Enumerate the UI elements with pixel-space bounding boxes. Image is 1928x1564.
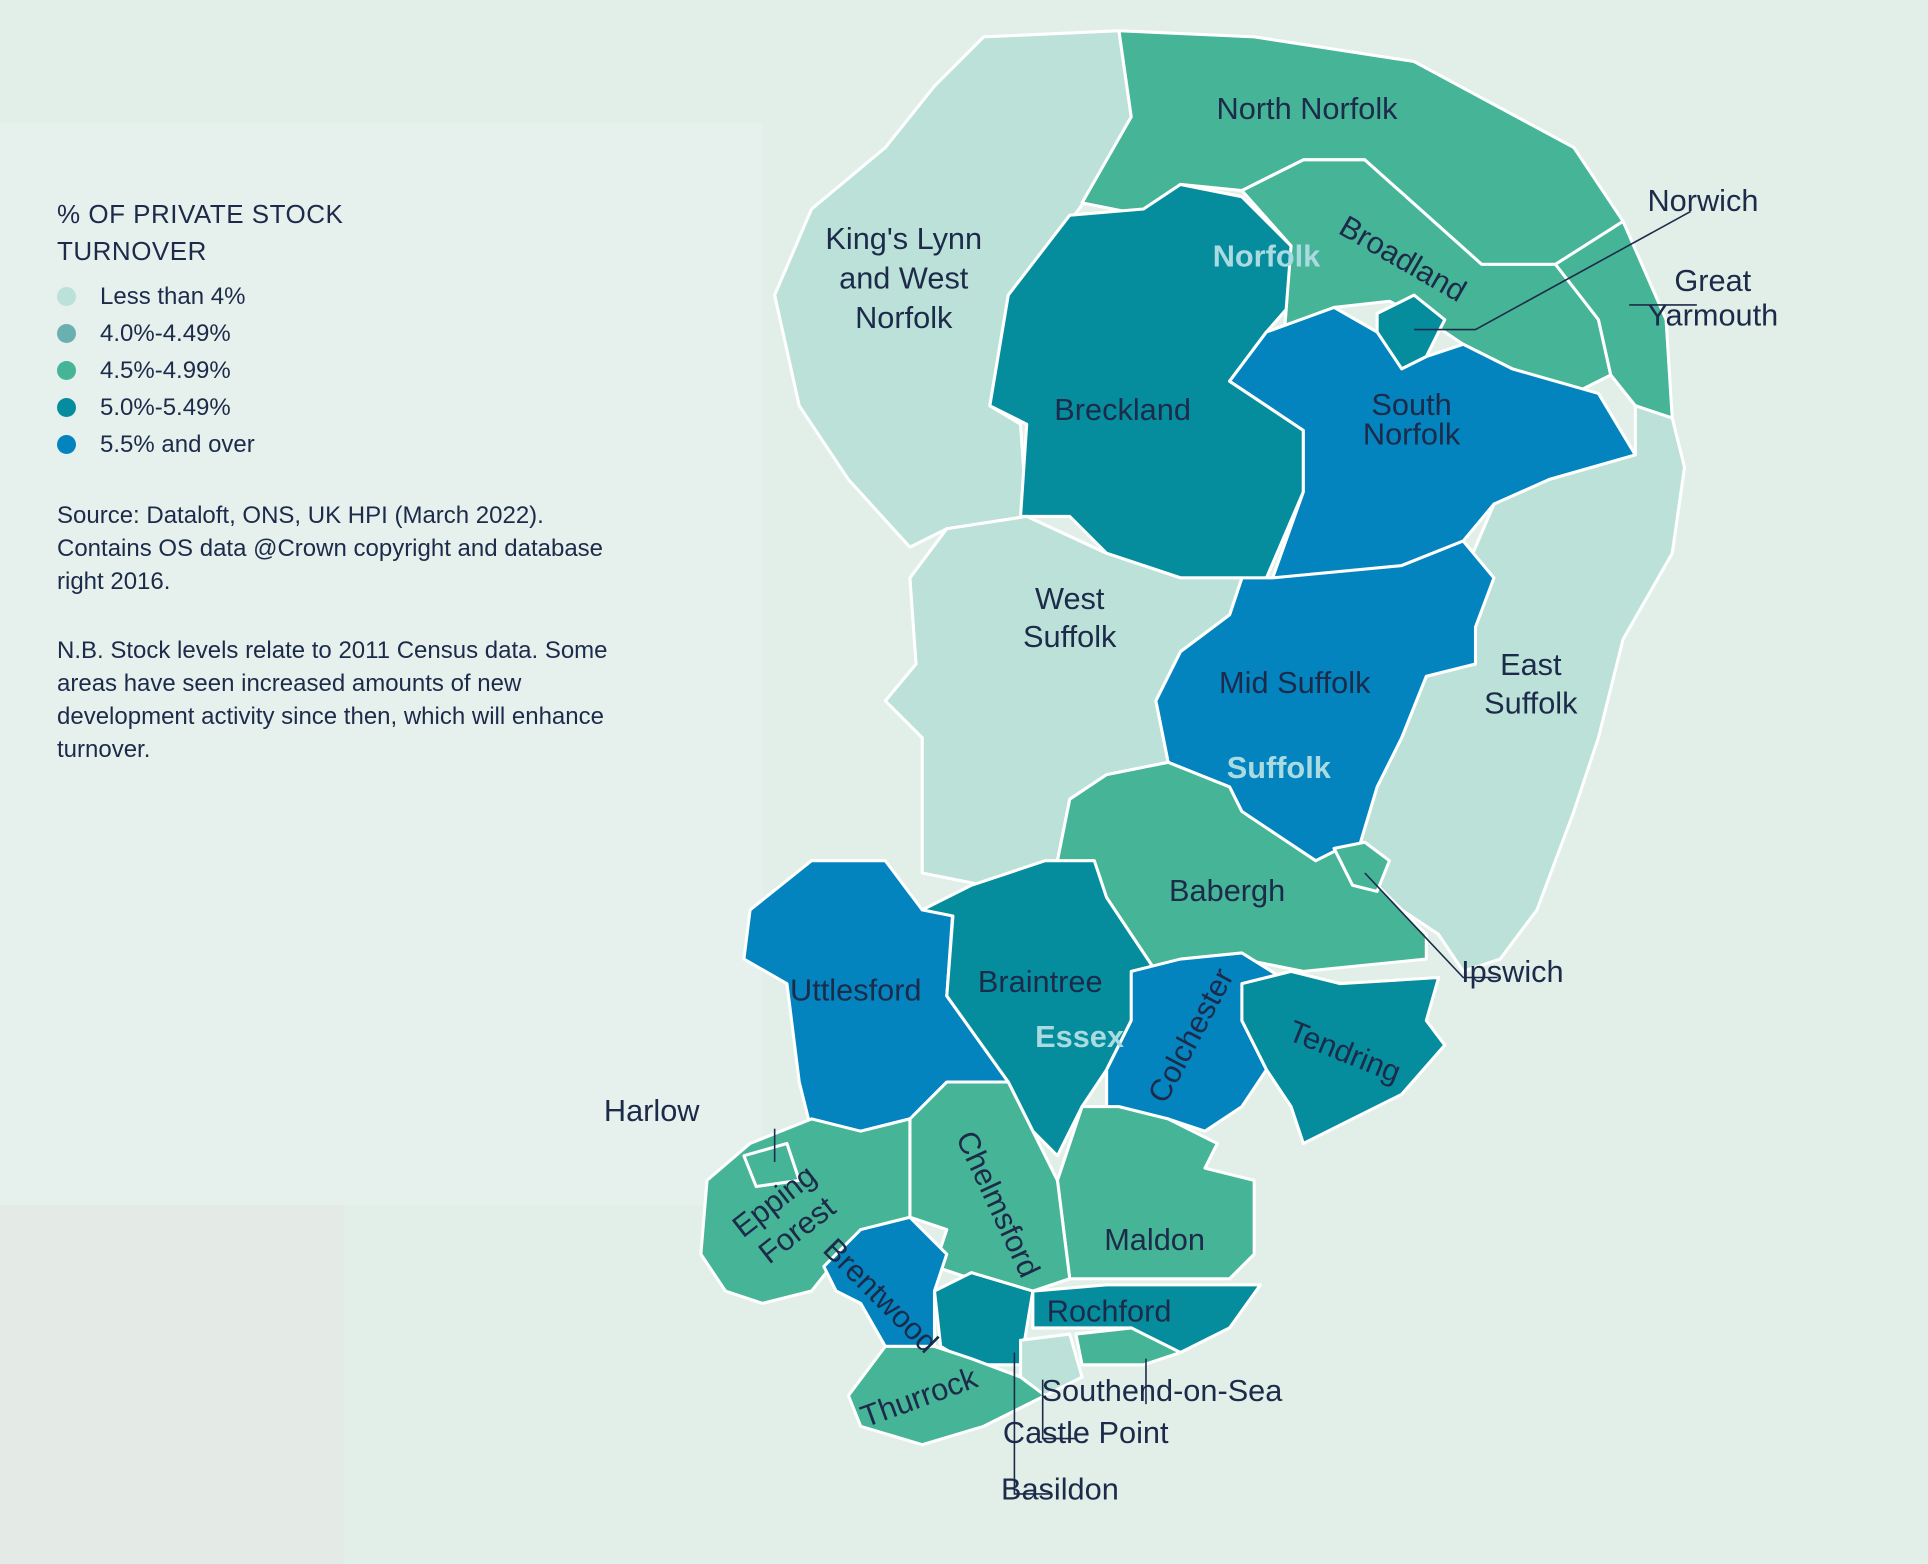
- legend-item: 4.5%-4.99%: [57, 352, 637, 389]
- legend-label: 4.0%-4.49%: [100, 320, 231, 347]
- county-label: Suffolk: [1227, 750, 1332, 785]
- region: [1332, 840, 1391, 893]
- county-label: Essex: [1035, 1019, 1124, 1054]
- legend-title: % OF PRIVATE STOCK TURNOVER: [57, 199, 344, 266]
- legend-label: Less than 4%: [100, 283, 246, 310]
- region-label: Maldon: [1104, 1222, 1205, 1257]
- region-label: Norfolk: [1363, 417, 1461, 452]
- leader-line: [1013, 1352, 1052, 1495]
- region: [908, 1080, 1072, 1293]
- leaders: [773, 210, 1697, 1495]
- region-label: Harlow: [604, 1093, 700, 1128]
- region-label: West: [1035, 581, 1105, 616]
- background-area: [0, 122, 763, 1205]
- region: [1240, 969, 1447, 1146]
- region: [742, 1141, 801, 1189]
- legend-label: 4.5%-4.99%: [100, 357, 231, 384]
- source: Source: Dataloft, ONS, UK HPI (March 202…: [57, 502, 604, 595]
- region-label: South: [1371, 387, 1451, 422]
- region-label: Braintree: [978, 964, 1103, 999]
- region-label: Babergh: [1169, 873, 1285, 908]
- region-label: East: [1500, 647, 1562, 682]
- region-label: Great: [1674, 263, 1751, 298]
- legend-label: 5.0%-5.49%: [100, 394, 231, 421]
- leader-line: [1041, 1379, 1076, 1440]
- legend-label: 5.5% and over: [100, 431, 255, 458]
- region-label: Southend-on-Sea: [1042, 1373, 1284, 1408]
- region-label: Mid Suffolk: [1219, 665, 1371, 700]
- legend-items: Less than 4% 4.0%-4.49% 4.5%-4.99% 5.0%-5.4…: [57, 278, 637, 463]
- region-label: Uttlesford: [790, 972, 921, 1007]
- region-label: Suffolk: [1484, 685, 1578, 720]
- region-label: North Norfolk: [1217, 91, 1399, 126]
- legend-item: 4.0%-4.49%: [57, 315, 637, 352]
- legend-swatch: [57, 287, 76, 306]
- legend-swatch: [57, 398, 76, 417]
- region: [822, 1215, 949, 1348]
- regions: [699, 29, 1687, 1447]
- leader-line: [1414, 210, 1692, 331]
- region-label: Ipswich: [1461, 954, 1563, 989]
- legend: % OF PRIVATE STOCK TURNOVER Less than 4%…: [57, 196, 637, 766]
- legend-swatch: [57, 324, 76, 343]
- region: [1019, 1332, 1084, 1398]
- leader-line: [1364, 872, 1498, 979]
- legend-item: 5.5% and over: [57, 426, 637, 463]
- region-label: Suffolk: [1023, 619, 1117, 654]
- background-area: [0, 1204, 345, 1564]
- region-label: Rochford: [1047, 1293, 1172, 1328]
- note: N.B. Stock levels relate to 2011 Census …: [57, 637, 608, 763]
- region-label: King's Lynn: [825, 221, 982, 256]
- legend-swatch: [57, 361, 76, 380]
- region: [1074, 1326, 1182, 1367]
- region-label: Basildon: [1001, 1472, 1119, 1507]
- region-label: Castle Point: [1003, 1415, 1169, 1450]
- county-label: Norfolk: [1213, 238, 1321, 273]
- region-label: Norwich: [1647, 183, 1758, 218]
- region-label: Norfolk: [855, 300, 953, 335]
- region-label: and West: [839, 260, 969, 295]
- region-label: Breckland: [1054, 392, 1191, 427]
- legend-item: 5.0%-5.49%: [57, 389, 637, 426]
- region-label: Yarmouth: [1647, 297, 1778, 332]
- legend-swatch: [57, 435, 76, 454]
- legend-item: Less than 4%: [57, 278, 637, 315]
